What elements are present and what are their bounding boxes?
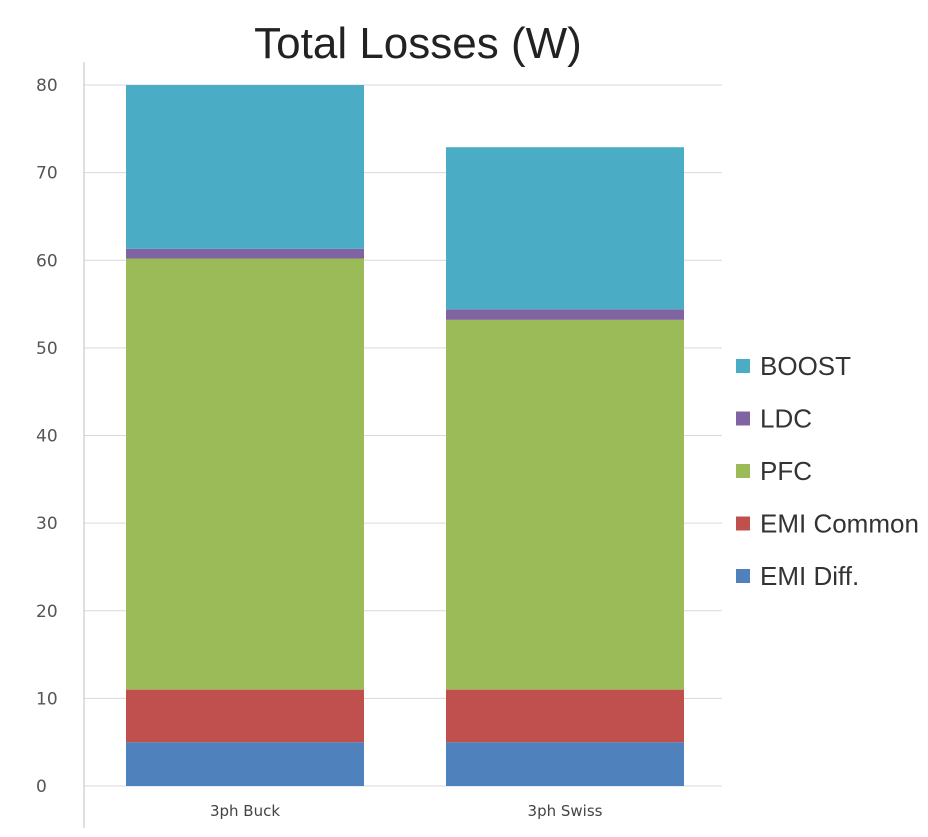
y-tick-label: 80 [36, 76, 58, 96]
legend-label-pfc: PFC [760, 456, 812, 486]
legend-label-emi-common: EMI Common [760, 509, 919, 539]
y-tick-label: 60 [36, 251, 58, 271]
y-tick-label: 40 [36, 427, 58, 447]
legend-label-boost: BOOST [760, 351, 851, 381]
legend-swatch-boost [736, 359, 750, 373]
y-axis-ticks: 0 10 20 30 40 50 60 70 80 [36, 76, 58, 797]
y-tick-label: 30 [36, 514, 58, 534]
legend-label-ldc: LDC [760, 404, 812, 434]
bar-segment-emi-common-3ph-buck [126, 689, 364, 743]
legend: BOOST LDC PFC EMI Common EMI Diff. [736, 351, 919, 591]
legend-swatch-emi-diff [736, 569, 750, 583]
bar-segment-pfc-3ph-swiss [446, 319, 684, 690]
bar-segment-emi-diff-3ph-buck [126, 742, 364, 786]
x-category-label: 3ph Buck [210, 802, 280, 820]
bars [126, 85, 684, 786]
y-tick-label: 10 [36, 689, 58, 709]
y-tick-label: 0 [36, 777, 47, 797]
bar-segment-emi-diff-3ph-swiss [446, 742, 684, 786]
bar-segment-emi-common-3ph-swiss [446, 689, 684, 743]
legend-label-emi-diff: EMI Diff. [760, 561, 859, 591]
bar-segment-ldc-3ph-swiss [446, 309, 684, 320]
bar-segment-boost-3ph-buck [126, 85, 364, 249]
legend-swatch-ldc [736, 411, 750, 426]
y-tick-label: 20 [36, 602, 58, 622]
bar-segment-ldc-3ph-buck [126, 248, 364, 259]
x-category-label: 3ph Swiss [528, 802, 603, 820]
legend-swatch-emi-common [736, 516, 750, 531]
x-axis-labels: 3ph Buck 3ph Swiss [210, 802, 603, 820]
legend-swatch-pfc [736, 464, 750, 478]
y-tick-label: 70 [36, 164, 58, 184]
bar-segment-pfc-3ph-buck [126, 258, 364, 690]
bar-segment-boost-3ph-swiss [446, 147, 684, 310]
chart-title: Total Losses (W) [254, 19, 582, 68]
y-tick-label: 50 [36, 339, 58, 359]
